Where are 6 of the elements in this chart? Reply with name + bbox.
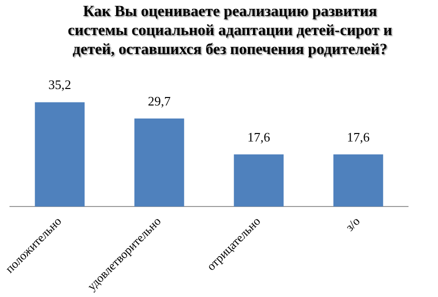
chart-title: Как Вы оцениваете реализацию развития системы социальной адаптации детей-сирот и детей, оставшихся без попечения родителей?: [66, 2, 394, 59]
data-label: 17,6: [346, 129, 370, 144]
x-tick-label: з/о: [342, 214, 363, 234]
data-label: 17,6: [247, 129, 271, 144]
data-label: 29,7: [148, 93, 172, 108]
data-label: 35,2: [48, 77, 72, 92]
